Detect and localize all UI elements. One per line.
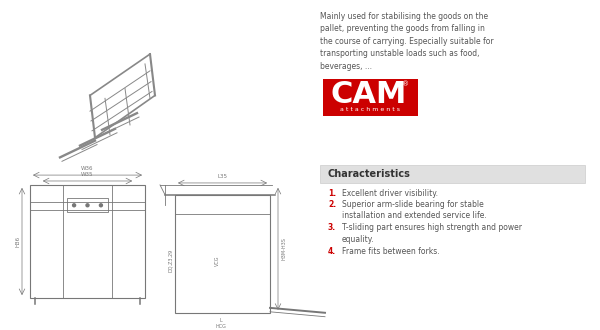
- Circle shape: [73, 204, 76, 207]
- Text: a t t a c h m e n t s: a t t a c h m e n t s: [341, 107, 401, 112]
- Circle shape: [86, 204, 89, 207]
- Text: H3M-H3S: H3M-H3S: [282, 237, 287, 260]
- Text: ®: ®: [402, 81, 409, 87]
- Circle shape: [100, 204, 103, 207]
- Text: Excellent driver visibility.: Excellent driver visibility.: [342, 189, 438, 198]
- Bar: [30, 185, 145, 298]
- Text: Characteristics: Characteristics: [328, 169, 411, 179]
- Text: Mainly used for stabilising the goods on the
pallet, preventing the goods from f: Mainly used for stabilising the goods on…: [320, 12, 494, 71]
- Text: DQ.Z3.29: DQ.Z3.29: [168, 249, 173, 272]
- Text: VCG: VCG: [215, 255, 220, 266]
- Text: CAM: CAM: [331, 80, 407, 109]
- Text: Frame fits between forks.: Frame fits between forks.: [342, 247, 440, 256]
- Text: T-sliding part ensures high strength and power
equality.: T-sliding part ensures high strength and…: [342, 223, 522, 244]
- Bar: [175, 195, 270, 313]
- FancyBboxPatch shape: [320, 165, 585, 183]
- Text: Superior arm-slide bearing for stable
installation and extended service life.: Superior arm-slide bearing for stable in…: [342, 200, 487, 220]
- Text: L
HCG: L HCG: [215, 318, 226, 328]
- Text: W36: W36: [81, 166, 94, 171]
- Text: 1.: 1.: [328, 189, 336, 198]
- Text: 3.: 3.: [328, 223, 336, 232]
- Text: H36: H36: [15, 236, 20, 247]
- FancyBboxPatch shape: [323, 79, 418, 116]
- Text: L35: L35: [218, 174, 227, 179]
- Bar: [67, 198, 107, 212]
- Text: 4.: 4.: [328, 247, 336, 256]
- Text: W35: W35: [81, 172, 94, 177]
- Text: 2.: 2.: [328, 200, 336, 209]
